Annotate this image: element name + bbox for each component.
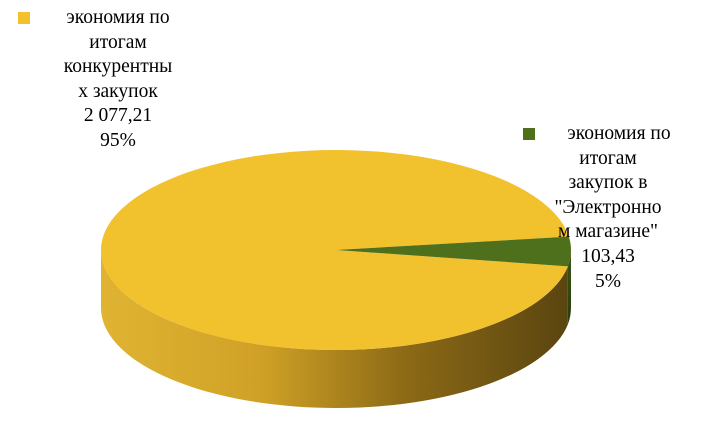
- slice-label-line: "Электронно: [554, 196, 662, 218]
- pie-slice-electronic: [336, 236, 572, 267]
- slice-label-competitive-purchases: экономия по итогам конкурентны х закупок…: [18, 6, 218, 154]
- slice-label-line: итогам: [89, 31, 147, 53]
- pie-side-electronic: [567, 250, 571, 325]
- slice-percent-label: 5%: [595, 270, 621, 292]
- slice-value-label: 103,43: [581, 245, 635, 267]
- slice-label-electronic-store: экономия по итогам закупок в "Электронно…: [515, 122, 701, 294]
- slice-color-key-competitive: [18, 12, 30, 24]
- slice-value-label: 2 077,21: [83, 105, 153, 127]
- slice-label-line: закупок в: [568, 172, 648, 194]
- slice-label-line: конкурентны: [63, 56, 173, 78]
- slice-label-line: экономия по: [66, 7, 170, 28]
- slice-percent-label: 95%: [100, 129, 136, 151]
- slice-label-line: х закупок: [78, 80, 158, 102]
- slice-color-key-electronic: [523, 128, 535, 140]
- pie-slice-competitive: [101, 149, 569, 350]
- slice-label-line: экономия по: [567, 123, 671, 144]
- slice-label-line: итогам: [579, 147, 637, 169]
- pie-side-competitive: [101, 250, 568, 408]
- slice-label-line: м магазине": [558, 221, 658, 243]
